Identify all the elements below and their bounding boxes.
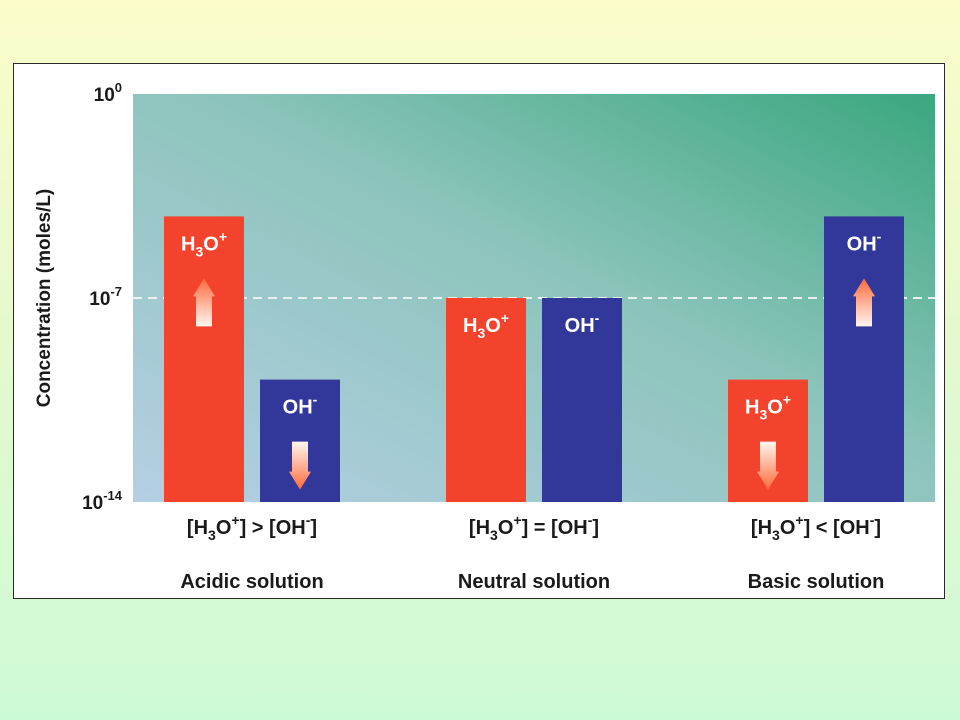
bar-ion-label: H3O+: [463, 310, 509, 341]
bar-h3o: [164, 216, 244, 502]
arrow-down-icon: [757, 441, 779, 490]
group-name-label: Acidic solution: [180, 571, 323, 593]
group-name-label: Basic solution: [748, 571, 885, 593]
concentration-bar-chart: 100 10-7 10-14 Concentration (moles/L) H3O…: [34, 80, 935, 593]
chart-panel: 100 10-7 10-14 Concentration (moles/L) H3O…: [13, 63, 945, 599]
y-axis-label: Concentration (moles/L): [34, 189, 55, 408]
bar-h3o: [446, 298, 526, 502]
y-tick-label: 100: [94, 80, 122, 106]
bar-group: H3O+ OH- [H3O+] = [OH-] Neutral solution: [446, 298, 622, 593]
comparison-label: [H3O+] < [OH-]: [751, 512, 881, 543]
comparison-label: [H3O+] = [OH-]: [469, 512, 599, 543]
y-tick-label: 10-14: [82, 488, 123, 514]
bar-oh: [542, 298, 622, 502]
bar-group: H3O+ OH- [H3O+] > [OH-] Acidic solution: [164, 216, 340, 593]
bar-ion-label: H3O+: [181, 228, 227, 259]
bar-oh: [824, 216, 904, 502]
bar-ion-label: H3O+: [745, 392, 791, 423]
group-name-label: Neutral solution: [458, 571, 610, 593]
bar-groups: H3O+OH-[H3O+] > [OH-]Acidic solutionH3O+…: [164, 216, 904, 593]
arrow-up-icon: [853, 278, 875, 327]
bar-group: H3O+ OH- [H3O+] < [OH-] Basic solution: [728, 216, 904, 593]
bar-ion-label: OH-: [565, 310, 600, 337]
comparison-label: [H3O+] > [OH-]: [187, 512, 317, 543]
bar-ion-label: OH-: [847, 228, 882, 255]
bar-ion-label: OH-: [283, 392, 318, 419]
arrow-down-icon: [289, 441, 311, 490]
arrow-up-icon: [193, 278, 215, 327]
y-tick-label: 10-7: [89, 284, 122, 310]
y-tick-labels: 100 10-7 10-14: [82, 80, 123, 514]
